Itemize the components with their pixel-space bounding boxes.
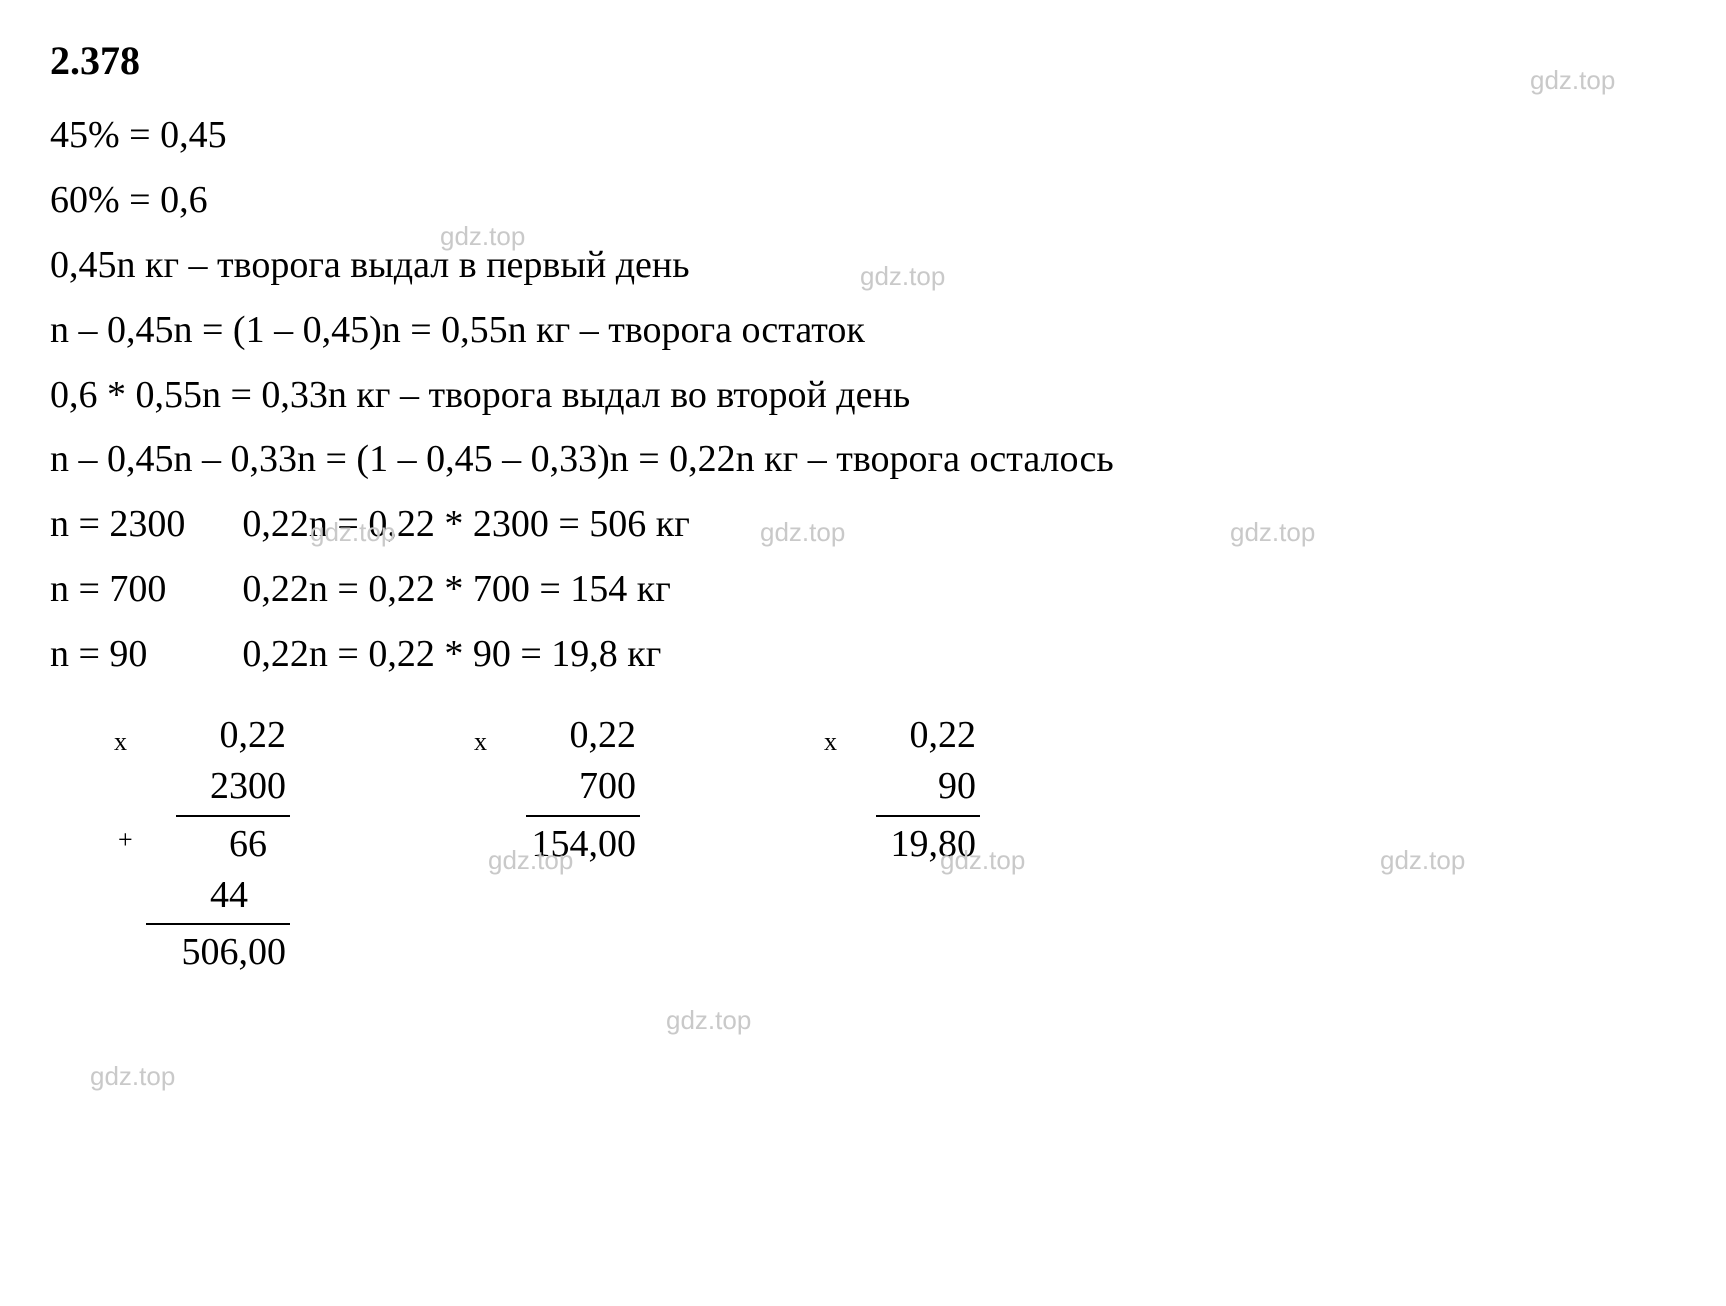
watermark-text: gdz.top [666,1000,751,1040]
solution-line: n = 700 0,22n = 0,22 * 700 = 154 кг [50,560,1676,619]
multiply-symbol: x [474,724,487,759]
solution-line: 45% = 0,45 [50,106,1676,165]
long-multiplication-3: x 0,22 90 19,80 [850,710,980,870]
plus-symbol: + [118,822,133,857]
calc-rule [146,923,290,925]
solution-line: 0,45n кг – творога выдал в первый день [50,236,1676,295]
calc-rule [176,815,290,817]
section-number: 2.378 [50,30,1676,92]
multiplier: 700 [500,761,640,812]
long-multiplication-row: x 0,22 2300 + 66 44 506,00 x 0,22 700 15… [50,710,1676,978]
solution-line: 0,6 * 0,55n = 0,33n кг – творога выдал в… [50,366,1676,425]
calc-rule [876,815,980,817]
calc-result: 19,80 [850,819,980,870]
page-root: 2.378 45% = 0,45 60% = 0,6 0,45n кг – тв… [0,0,1726,1306]
calc-result: 506,00 [140,927,290,978]
solution-line: n = 90 0,22n = 0,22 * 90 = 19,8 кг [50,625,1676,684]
multiply-symbol: x [824,724,837,759]
solution-line: n = 2300 0,22n = 0,22 * 2300 = 506 кг [50,495,1676,554]
watermark-text: gdz.top [90,1056,175,1096]
partial-product: 66 [140,819,290,870]
calc-result: 154,00 [500,819,640,870]
solution-line: n – 0,45n – 0,33n = (1 – 0,45 – 0,33)n =… [50,430,1676,489]
calc-rule [526,815,640,817]
multiplicand: 0,22 [500,710,640,761]
multiply-symbol: x [114,724,127,759]
multiplicand: 0,22 [140,710,290,761]
multiplier: 2300 [140,761,290,812]
multiplier: 90 [850,761,980,812]
long-multiplication-2: x 0,22 700 154,00 [500,710,640,870]
solution-line: 60% = 0,6 [50,171,1676,230]
long-multiplication-1: x 0,22 2300 + 66 44 506,00 [140,710,290,978]
solution-line: n – 0,45n = (1 – 0,45)n = 0,55n кг – тво… [50,301,1676,360]
partial-product: 44 [140,870,290,921]
multiplicand: 0,22 [850,710,980,761]
